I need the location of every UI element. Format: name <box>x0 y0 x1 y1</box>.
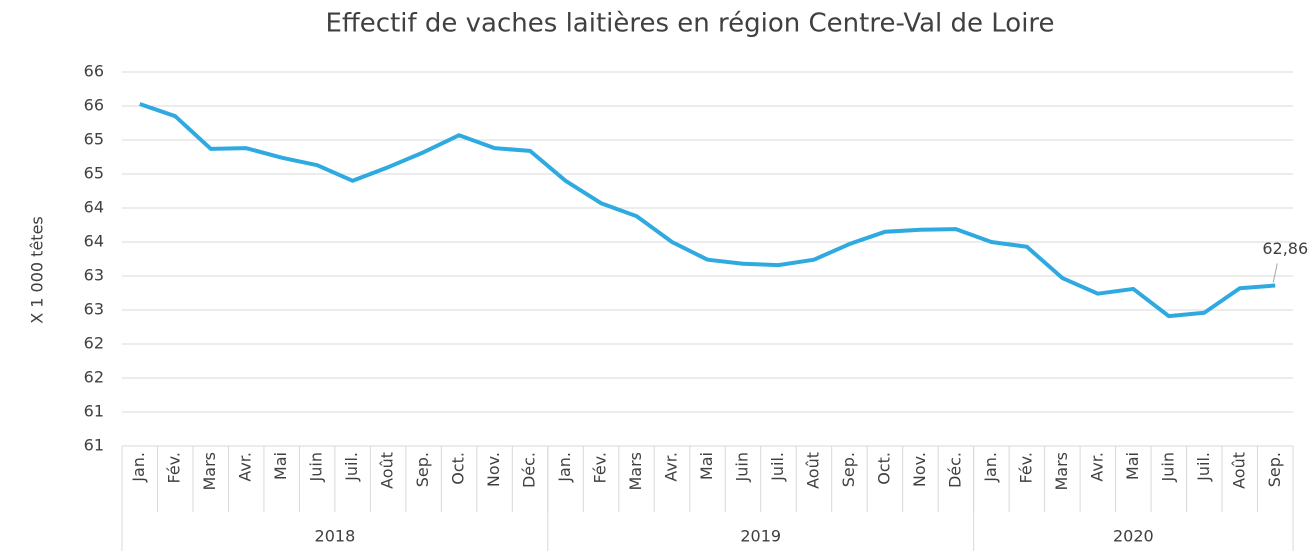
y-tick-label: 62 <box>84 368 104 387</box>
x-tick-label: Mars <box>626 452 645 491</box>
x-tick-label: Juil. <box>1194 452 1213 482</box>
x-tick-label: Oct. <box>449 452 468 485</box>
y-tick-label: 63 <box>84 266 104 285</box>
x-tick-label: Déc. <box>520 452 539 488</box>
x-tick-label: Fév. <box>591 452 610 483</box>
x-tick-label: Fév. <box>1016 452 1035 483</box>
y-tick-label: 61 <box>84 402 104 421</box>
x-tick-label: Nov. <box>910 452 929 487</box>
x-tick-label: Juin <box>307 452 326 482</box>
y-tick-label: 62 <box>84 334 104 353</box>
x-tick-label: Avr. <box>236 452 255 482</box>
x-tick-label: Jan. <box>981 452 1000 483</box>
x-tick-label: Avr. <box>662 452 681 482</box>
group-label: 2020 <box>1113 527 1154 546</box>
y-tick-label: 65 <box>84 130 104 149</box>
x-tick-label: Oct. <box>874 452 893 485</box>
x-tick-label: Mars <box>200 452 219 491</box>
data-label: 62,86 <box>1262 239 1308 258</box>
y-tick-label: 66 <box>84 62 104 81</box>
chart-title: Effectif de vaches laitières en région C… <box>325 9 1054 39</box>
x-tick-label: Août <box>378 452 397 489</box>
x-tick-label: Sep. <box>413 452 432 487</box>
y-tick-label: 64 <box>84 232 104 251</box>
x-tick-label: Août <box>803 452 822 489</box>
x-tick-label: Juin <box>1158 452 1177 482</box>
x-tick-label: Mars <box>1052 452 1071 491</box>
x-tick-label: Mai <box>271 452 290 480</box>
x-tick-label: Avr. <box>1087 452 1106 482</box>
x-tick-label: Juil. <box>342 452 361 482</box>
y-tick-label: 64 <box>84 198 104 217</box>
x-tick-label: Nov. <box>484 452 503 487</box>
group-label: 2018 <box>315 527 356 546</box>
y-tick-label: 63 <box>84 300 104 319</box>
x-tick-label: Mai <box>697 452 716 480</box>
group-label: 2019 <box>740 527 781 546</box>
x-tick-label: Jan. <box>129 452 148 483</box>
x-tick-label: Sep. <box>1265 452 1284 487</box>
y-axis-label: X 1 000 têtes <box>28 216 47 324</box>
x-tick-label: Fév. <box>165 452 184 483</box>
x-tick-label: Déc. <box>945 452 964 488</box>
x-tick-label: Mai <box>1123 452 1142 480</box>
x-tick-label: Sep. <box>839 452 858 487</box>
x-tick-label: Août <box>1229 452 1248 489</box>
label-leader <box>1272 263 1278 283</box>
x-tick-label: Jan. <box>555 452 574 483</box>
x-tick-label: Juin <box>732 452 751 482</box>
y-tick-label: 65 <box>84 164 104 183</box>
line-series <box>139 102 1276 319</box>
x-tick-label: Juil. <box>768 452 787 482</box>
y-tick-label: 66 <box>84 96 104 115</box>
y-tick-label: 61 <box>84 436 104 455</box>
